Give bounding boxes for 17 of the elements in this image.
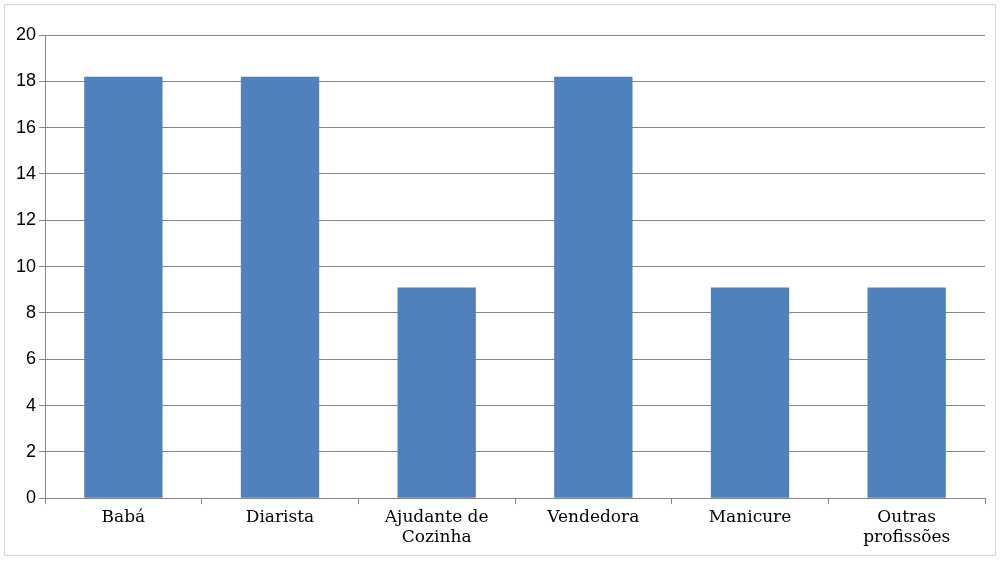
y-tick-label: 8: [26, 301, 37, 322]
x-tick-label: Outras profissões: [863, 505, 951, 547]
y-tick-label: 6: [26, 348, 37, 369]
x-tick-label: Manicure: [708, 505, 792, 526]
y-tick-label: 20: [15, 23, 37, 44]
y-tick-label: 0: [26, 487, 37, 508]
y-tick-label: 18: [15, 70, 37, 91]
x-tick-label: Vendedora: [546, 505, 640, 526]
y-tick-label: 2: [26, 440, 37, 461]
x-tick-label: Babá: [101, 505, 146, 526]
y-tick-label: 14: [15, 162, 37, 183]
y-tick-label: 4: [26, 394, 37, 415]
y-tick-label: 12: [15, 209, 37, 230]
x-tick-label: Diarista: [245, 505, 315, 526]
x-tick-label: Ajudante de Cozinha: [383, 505, 489, 547]
y-tick-label: 16: [15, 116, 37, 137]
y-tick-label: 10: [15, 255, 37, 276]
